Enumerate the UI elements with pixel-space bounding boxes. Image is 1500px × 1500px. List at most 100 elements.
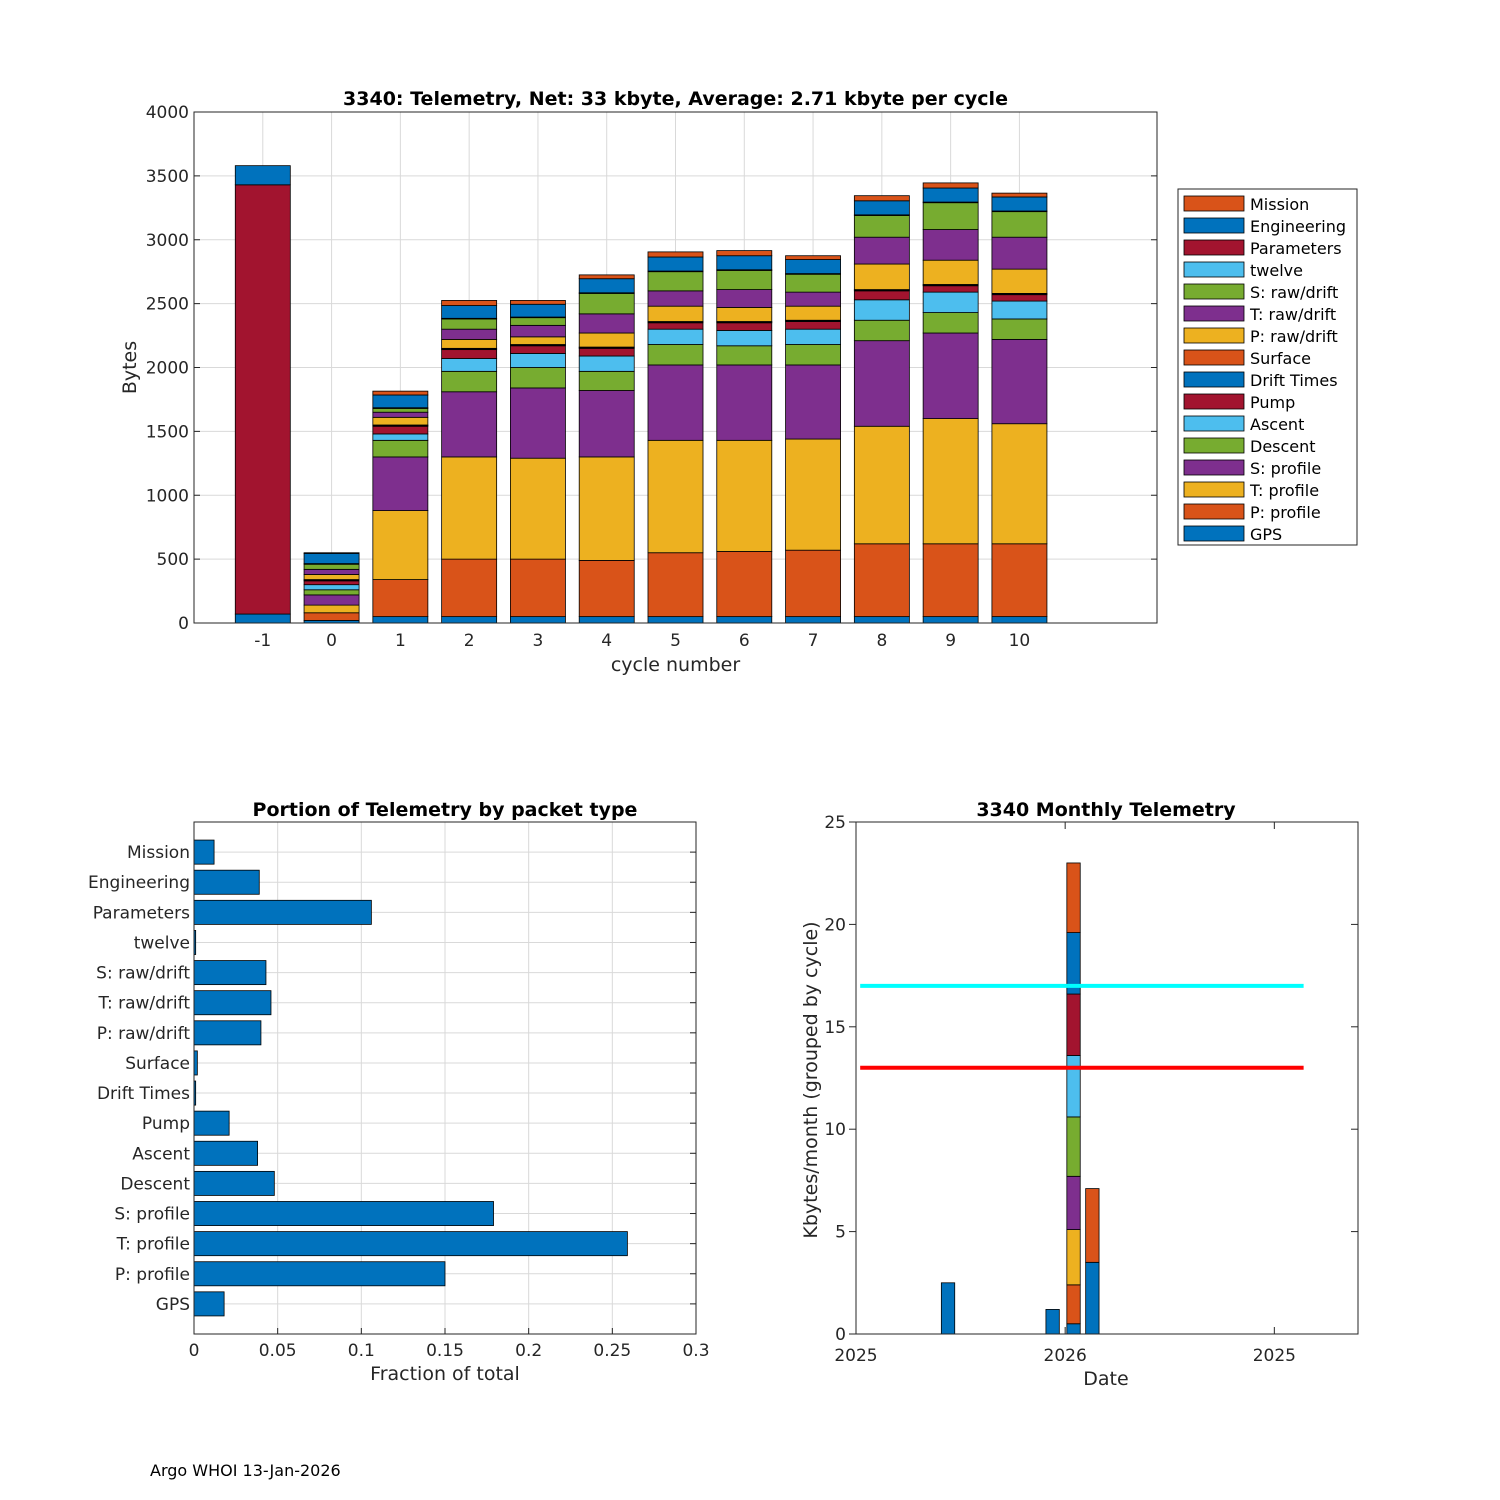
bar-segment-s-raw-drift <box>303 563 360 570</box>
y-tick-label: S: profile <box>114 1205 190 1225</box>
bar-segment-mission <box>853 195 910 202</box>
bar-segment-pump <box>716 322 773 331</box>
monthly-bar-segment-p-profile <box>1066 1284 1081 1325</box>
bar-segment-p-profile <box>991 543 1048 618</box>
bar-segment-t-raw-drift <box>785 291 841 307</box>
bar-segment-p-raw-drift <box>785 305 841 321</box>
bar-segment-t-raw-drift <box>303 568 360 575</box>
bar-ascent <box>193 1140 258 1166</box>
legend-label-surface: Surface <box>1250 349 1311 368</box>
monthly-bar-segment-descent <box>1066 1116 1081 1177</box>
bar-segment-gps <box>716 616 773 624</box>
bar-segment-gps <box>578 616 635 624</box>
bar-parameters <box>193 899 372 925</box>
bar-segment-t-profile <box>991 423 1048 545</box>
bar-segment-gps <box>922 616 979 624</box>
bar-segment-pump <box>991 294 1048 302</box>
x-axis-label: Fraction of total <box>370 1363 520 1385</box>
bar-segment-p-raw-drift <box>578 332 635 348</box>
monthly-bar-segment-gps <box>1066 1323 1081 1335</box>
plot-frame <box>193 821 697 1335</box>
x-tick-label: 9 <box>945 631 956 651</box>
bar-segment-ascent <box>716 330 773 347</box>
bar-segment-t-raw-drift <box>853 236 910 265</box>
bar-segment-pump <box>785 321 841 330</box>
bar-t-profile <box>193 1231 628 1257</box>
bar-segment-t-profile <box>853 425 910 545</box>
bar-s-raw-drift <box>193 960 267 986</box>
legend-swatch-surface <box>1183 349 1245 366</box>
bar-segment-t-raw-drift <box>716 289 773 308</box>
footer-credit: Argo WHOI 13-Jan-2026 <box>150 1461 341 1480</box>
legend-label-p-raw-drift: P: raw/drift <box>1250 327 1338 346</box>
legend-swatch-parameters <box>1183 239 1245 256</box>
bar-segment-ascent <box>922 291 979 313</box>
monthly-bar-segment-gps <box>1045 1309 1060 1335</box>
x-tick-label: 5 <box>670 631 681 651</box>
y-tick-label: Ascent <box>132 1144 190 1164</box>
bar-segment-t-raw-drift <box>991 236 1048 270</box>
bar-s-profile <box>193 1201 494 1226</box>
bar-segment-mission <box>991 192 1048 198</box>
chart-title: Portion of Telemetry by packet type <box>253 799 638 821</box>
x-tick-label: 7 <box>808 631 819 651</box>
bar-surface <box>193 1050 198 1076</box>
bar-t-raw-drift <box>193 990 272 1016</box>
y-tick-label: GPS <box>156 1295 190 1315</box>
bar-segment-s-profile <box>647 364 704 441</box>
x-tick-label: 0 <box>326 631 337 651</box>
legend-swatch-mission <box>1183 195 1245 212</box>
bar-segment-t-profile <box>716 439 773 552</box>
bar-segment-t-profile <box>510 457 566 560</box>
bar-segment-engineering <box>510 303 566 318</box>
bar-segment-gps <box>372 616 429 624</box>
bar-segment-pump <box>303 580 360 586</box>
bar-segment-mission <box>510 300 566 305</box>
bar-segment-t-profile <box>441 456 498 560</box>
legend-swatch-s-raw-drift <box>1183 283 1245 300</box>
bar-segment-p-raw-drift <box>991 268 1048 294</box>
bar-segment-descent <box>716 345 773 366</box>
bar-segment-ascent <box>785 328 841 345</box>
x-tick-label: 0.2 <box>515 1341 542 1361</box>
bar-segment-gps <box>785 616 841 624</box>
bar-segment-s-profile <box>372 456 429 511</box>
bar-segment-descent <box>372 439 429 458</box>
portion-by-packet-type-chart: 0 0.05 0.1 0.15 0.2 0.25 0.3 GPS P: profile T: pr… <box>88 799 710 1385</box>
legend-swatch-p-raw-drift <box>1183 327 1245 344</box>
y-tick-label: P: profile <box>115 1265 190 1285</box>
bar-segment-p-profile <box>510 558 566 618</box>
bar-segment-ascent <box>303 584 360 591</box>
y-tick-label: 0 <box>835 1325 846 1345</box>
bar-segment-mission <box>922 182 979 189</box>
monthly-bar-segment-ascent <box>1066 1055 1081 1118</box>
legend-swatch-drift-times <box>1183 371 1245 388</box>
bar-segment-t-profile <box>578 456 635 561</box>
bar-segment-t-profile <box>303 604 360 614</box>
monthly-bar-segment-mission <box>1085 1188 1100 1263</box>
y-tick-label: 15 <box>824 1018 846 1038</box>
plot-frame <box>855 821 1359 1335</box>
bar-segment-t-raw-drift <box>372 411 429 418</box>
bar-segment-ascent <box>853 299 910 321</box>
legend-label-parameters: Parameters <box>1250 239 1342 258</box>
x-tick-label: 1 <box>395 631 406 651</box>
bar-segment-s-raw-drift <box>991 211 1048 238</box>
legend-label-gps: GPS <box>1250 525 1282 544</box>
bar-segment-t-raw-drift <box>647 290 704 307</box>
bar-segment-ascent <box>991 300 1048 320</box>
bar-segment-p-raw-drift <box>922 259 979 285</box>
bar-segment-engineering <box>578 278 635 294</box>
legend-swatch-gps <box>1183 525 1245 542</box>
bar-segment-s-raw-drift <box>372 407 429 413</box>
bar-segment-gps <box>510 616 566 624</box>
legend-label-engineering: Engineering <box>1250 217 1346 236</box>
bar-pump <box>193 1110 230 1136</box>
bar-segment-mission <box>441 300 498 306</box>
bar-segment-s-profile <box>785 364 841 440</box>
x-tick-label: 2 <box>464 631 475 651</box>
bar-segment-ascent <box>441 358 498 372</box>
bar-segment-p-raw-drift <box>372 416 429 426</box>
bar-segment-mission <box>785 255 841 260</box>
